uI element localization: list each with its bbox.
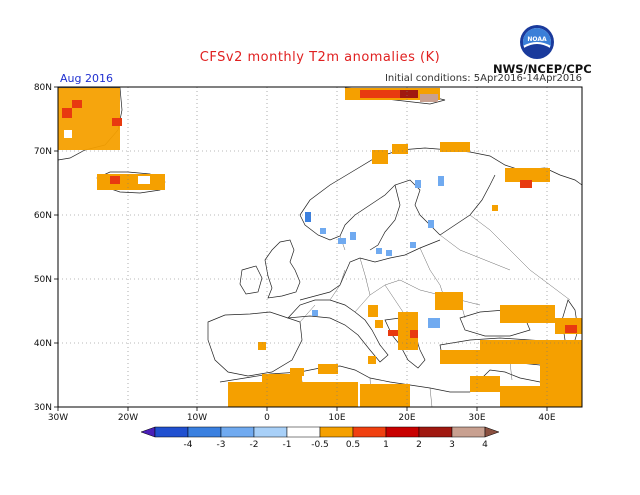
- legend-arrow-right: [484, 426, 500, 438]
- lon-label-20w: 20W: [118, 413, 138, 423]
- lat-label-70n: 70N: [34, 147, 52, 157]
- legend-colorbar: -4 -3 -2 -1 -0.5 0.5 1 2 3 4: [140, 426, 500, 450]
- agency-label: NWS/NCEP/CPC: [493, 62, 592, 76]
- legend-swatch: [220, 426, 255, 438]
- lon-label-30e: 30E: [468, 413, 485, 423]
- legend-swatch: [385, 426, 420, 438]
- legend-swatch: [418, 426, 453, 438]
- legend-swatch: [286, 426, 321, 438]
- legend-swatch: [154, 426, 189, 438]
- lon-label-40e: 40E: [538, 413, 555, 423]
- lat-label-40n: 40N: [34, 339, 52, 349]
- lat-label-80n: 80N: [34, 83, 52, 93]
- lat-label-50n: 50N: [34, 275, 52, 285]
- map-title: CFSv2 monthly T2m anomalies (K): [199, 50, 441, 65]
- lon-label-10e: 10E: [328, 413, 345, 423]
- legend-swatch: [352, 426, 387, 438]
- legend-label: 4: [482, 440, 488, 450]
- legend-swatch: [451, 426, 486, 438]
- lat-label-60n: 60N: [34, 211, 52, 221]
- forecast-month: Aug 2016: [60, 72, 113, 85]
- legend-label: 2: [416, 440, 422, 450]
- noaa-logo-icon: NOAA: [520, 25, 554, 59]
- axis-ticks: [54, 86, 548, 411]
- lon-label-0: 0: [264, 413, 270, 423]
- lon-label-10w: 10W: [187, 413, 207, 423]
- legend-arrow-left: [140, 426, 156, 438]
- map-frame: [57, 86, 583, 408]
- initial-conditions: Initial conditions: 5Apr2016-14Apr2016: [384, 73, 582, 84]
- legend-label: -2: [250, 440, 259, 450]
- lon-label-30w: 30W: [48, 413, 68, 423]
- legend-label: -1: [283, 440, 292, 450]
- legend-label: -0.5: [311, 440, 329, 450]
- legend-label: -3: [217, 440, 226, 450]
- graticule: [58, 87, 582, 407]
- legend-swatch: [319, 426, 354, 438]
- legend-label: 3: [449, 440, 455, 450]
- lat-label-30n: 30N: [34, 403, 52, 413]
- lon-label-20e: 20E: [398, 413, 415, 423]
- noaa-logo-text: NOAA: [527, 36, 547, 43]
- legend-label: 1: [383, 440, 389, 450]
- legend-label: -4: [184, 440, 193, 450]
- legend-label: 0.5: [346, 440, 360, 450]
- map-plot-area: [58, 87, 582, 407]
- legend-swatch: [187, 426, 222, 438]
- legend-swatch: [253, 426, 288, 438]
- anomaly-shading: [58, 88, 582, 407]
